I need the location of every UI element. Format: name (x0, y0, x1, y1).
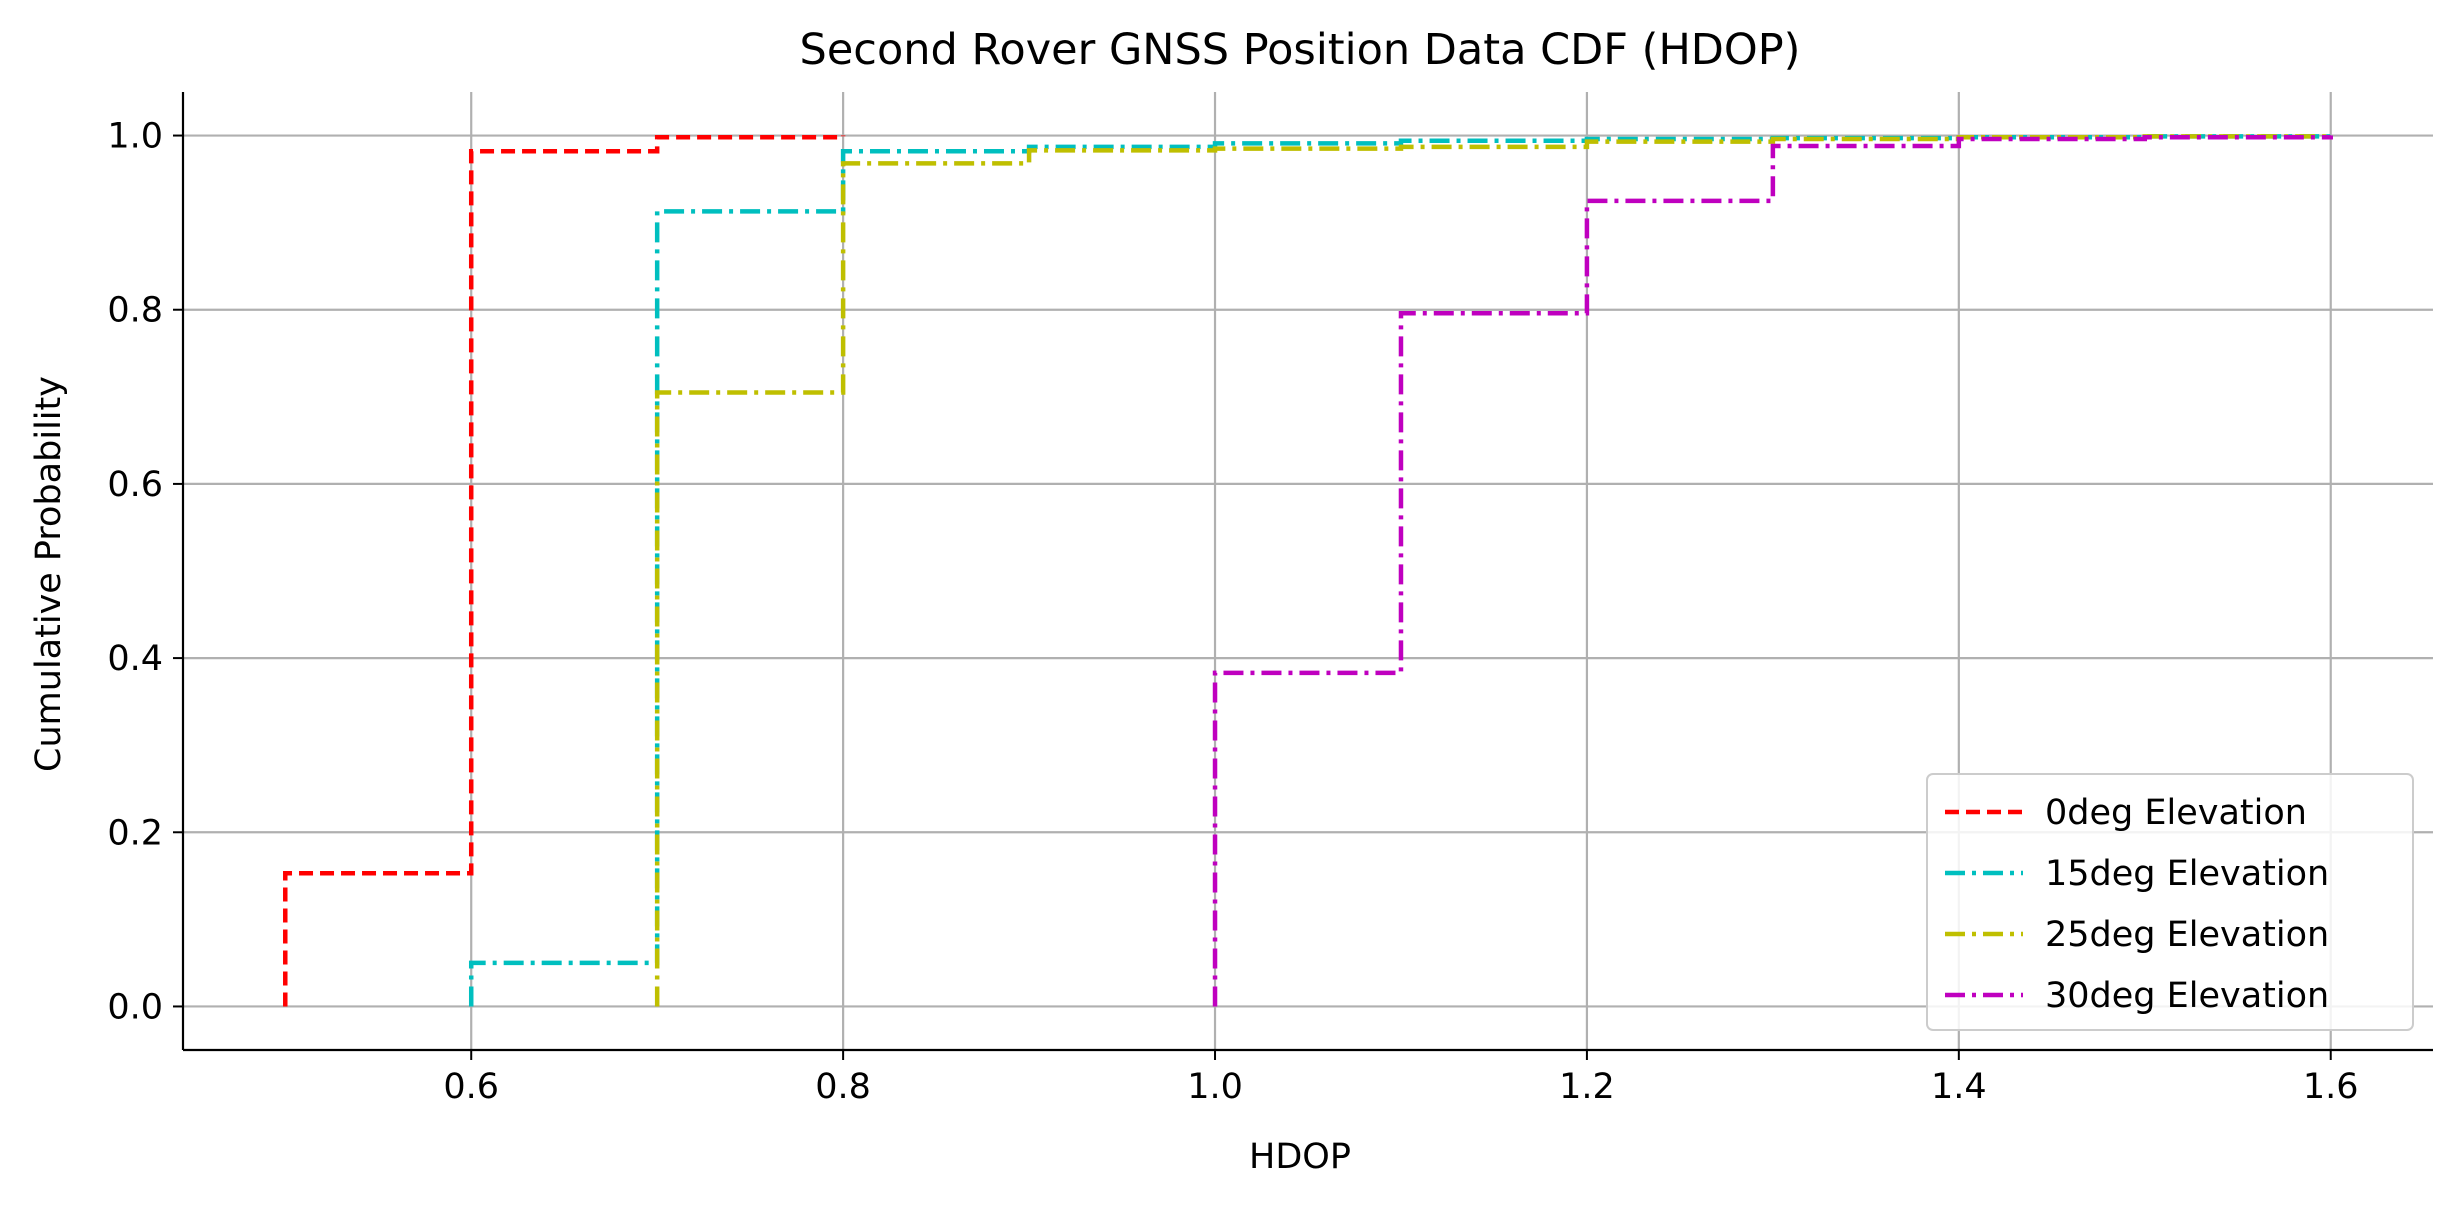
x-tick-label: 0.8 (815, 1067, 871, 1107)
axes (173, 92, 2433, 1060)
y-tick-label: 0.8 (107, 291, 163, 331)
legend-box (1926, 773, 2414, 1031)
grid-lines (183, 92, 2433, 1050)
plot-area (283, 134, 2333, 1007)
y-tick-label: 1.0 (107, 117, 163, 157)
legend-label: 0deg Elevation (2045, 793, 2307, 833)
legend-label: 30deg Elevation (2045, 976, 2329, 1016)
series-line-0 (283, 135, 846, 1007)
y-tick-label: 0.0 (107, 987, 163, 1027)
x-tick-label: 1.6 (2303, 1067, 2359, 1107)
y-tick-label: 0.6 (107, 465, 163, 505)
series-line-1 (468, 134, 2333, 1007)
chart-title: Second Rover GNSS Position Data CDF (HDO… (800, 25, 1801, 75)
x-tick-label: 1.4 (1931, 1067, 1987, 1107)
series-line-3 (1212, 135, 2333, 1007)
legend-label: 25deg Elevation (2045, 915, 2329, 955)
y-tick-label: 0.4 (107, 639, 163, 679)
x-axis-label: HDOP (1249, 1137, 1351, 1177)
y-axis-label: Cumulative Probability (29, 376, 69, 772)
y-tick-label: 0.2 (107, 813, 163, 853)
x-tick-label: 0.6 (443, 1067, 499, 1107)
legend: 0deg Elevation 15deg Elevation 25deg Eleva… (1926, 773, 2414, 1031)
x-tick-label: 1.2 (1559, 1067, 1615, 1107)
legend-label: 15deg Elevation (2045, 854, 2329, 894)
tick-labels: 0.6 0.8 1.0 1.2 1.4 1.6 0.0 0.2 0.4 0.6 0.8 1.0 (107, 117, 2358, 1107)
x-tick-label: 1.0 (1187, 1067, 1243, 1107)
